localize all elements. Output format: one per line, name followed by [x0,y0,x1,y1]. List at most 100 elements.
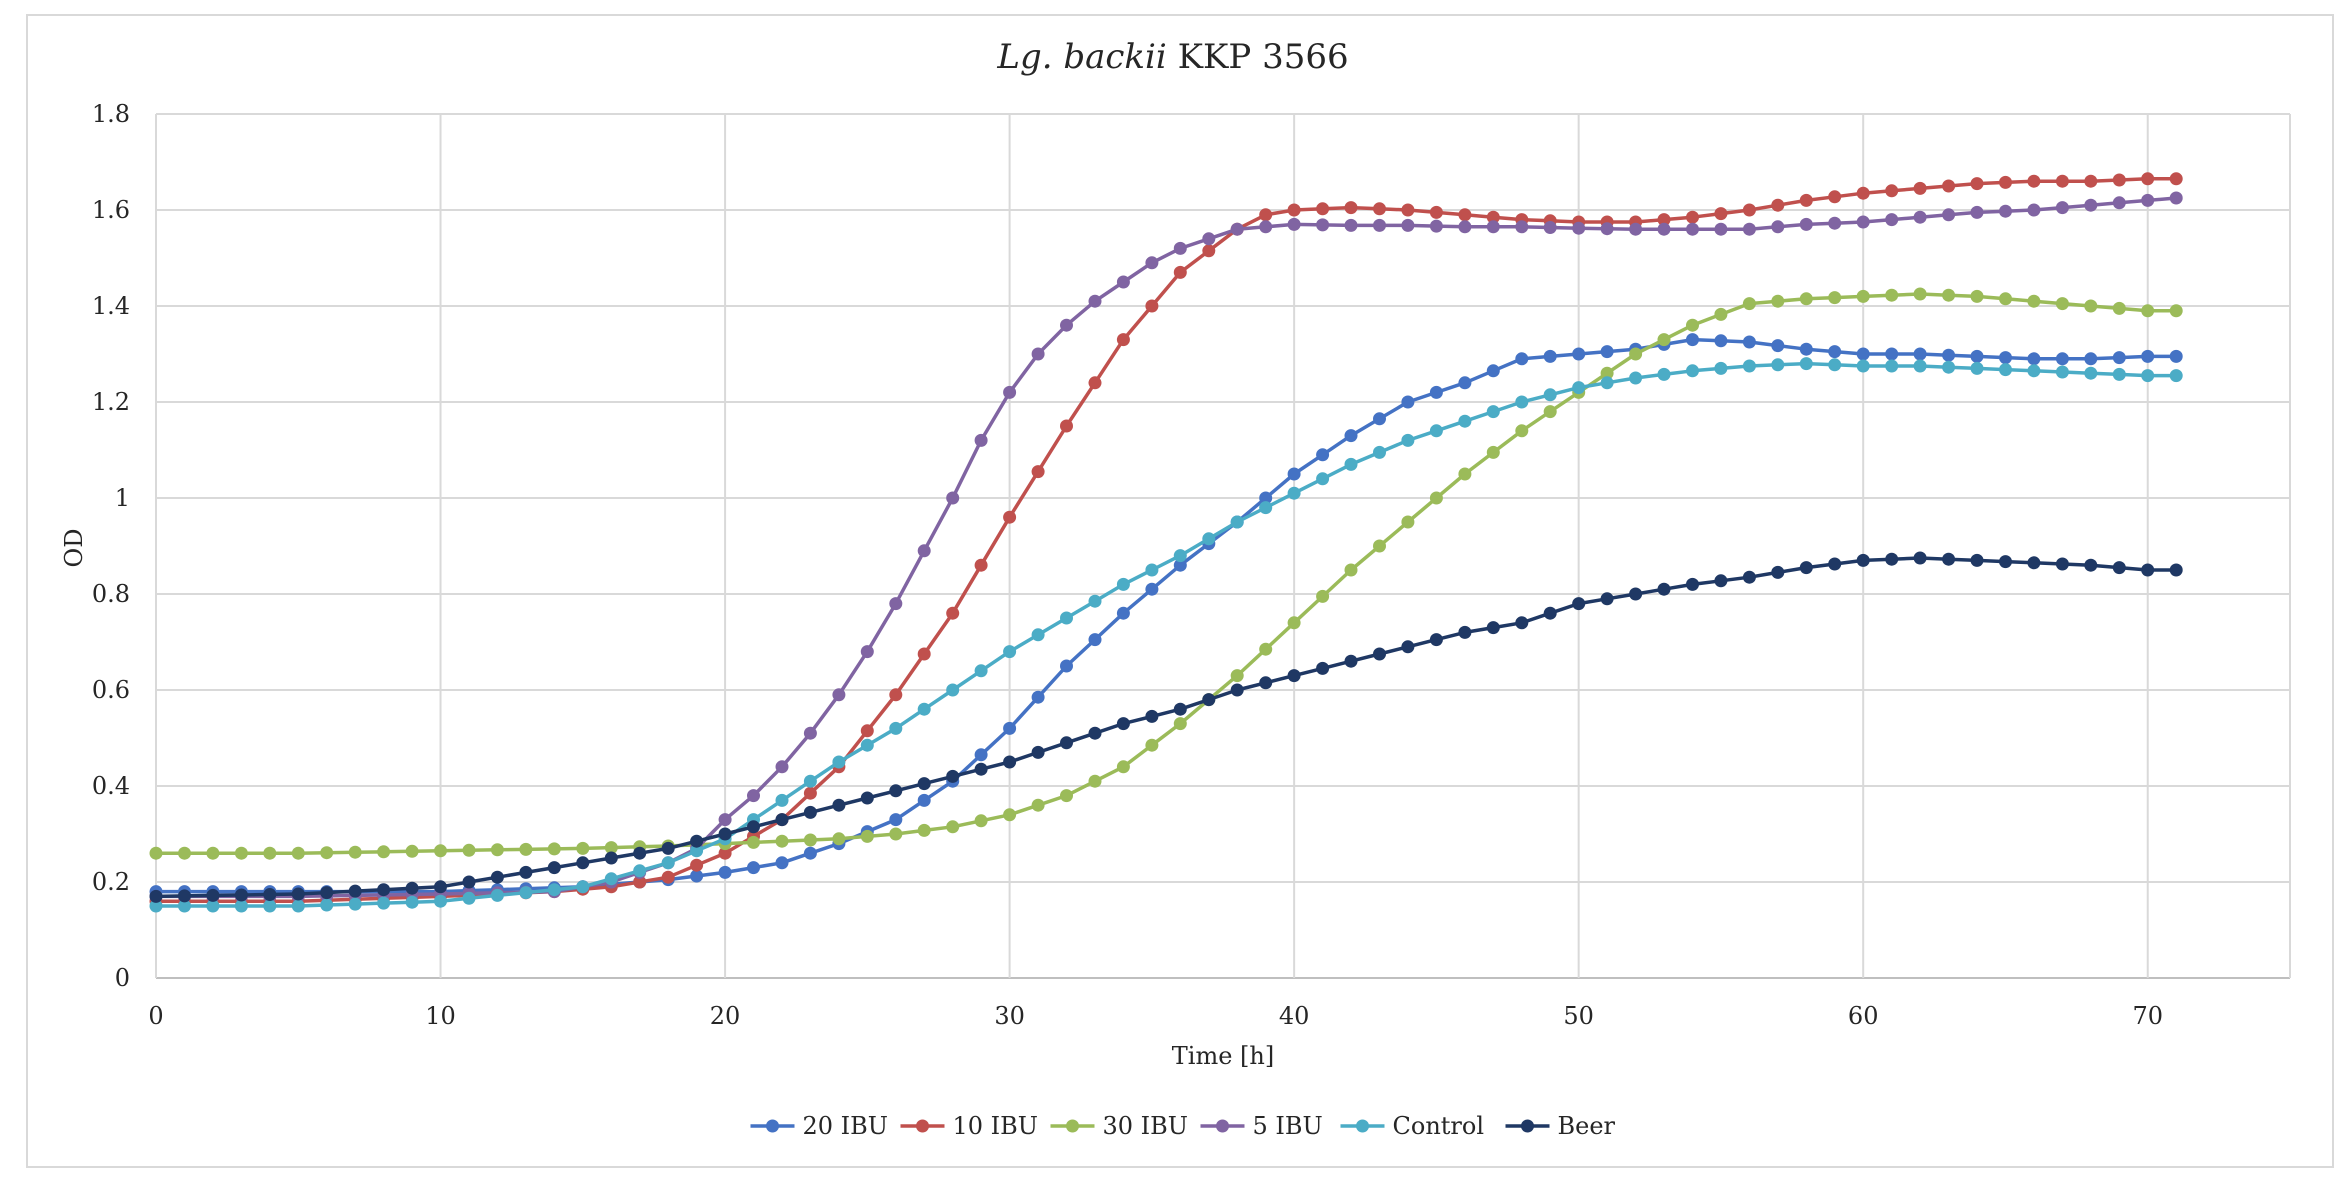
data-point [1714,334,1728,348]
data-point [860,645,874,659]
data-point [1316,218,1330,232]
data-point [2084,558,2098,572]
data-point [1230,683,1244,697]
data-point [690,869,704,883]
y-tick-label: 0.8 [92,580,130,608]
data-point [1913,210,1927,224]
data-point [1458,467,1472,481]
data-point [604,841,618,855]
data-point [1031,347,1045,361]
data-point [519,886,533,900]
data-point [1828,190,1842,204]
data-point [2055,557,2069,571]
data-point [1259,491,1273,505]
data-point [1942,179,1956,193]
data-point [1173,717,1187,731]
data-point [1287,616,1301,630]
data-point [1373,539,1386,553]
data-point [1999,175,2012,189]
data-point [1913,181,1927,195]
data-point [2112,367,2126,381]
data-point [1429,633,1443,647]
data-point [747,861,760,875]
data-point [490,870,504,884]
data-point [1031,745,1045,759]
data-point [1970,553,1984,567]
series-beer [149,551,2183,903]
data-point [1714,574,1728,588]
data-point [2112,173,2126,187]
data-point [803,774,817,788]
data-point [1060,611,1073,625]
data-point [434,894,447,908]
data-point [718,846,732,860]
data-point [2141,304,2155,318]
data-point [917,647,931,661]
data-point [490,888,504,902]
data-point [2084,174,2098,188]
data-point [1913,347,1927,361]
data-point [832,832,846,846]
data-point [2141,349,2155,363]
data-point [1230,515,1244,529]
data-point [1373,218,1386,232]
data-point [405,881,419,895]
data-point [1344,201,1358,215]
data-point [1401,218,1415,232]
data-point [291,899,305,913]
data-point [1088,294,1102,308]
data-point [2084,366,2098,380]
data-point [1173,549,1187,563]
data-point [1515,395,1529,409]
data-point [1515,220,1529,234]
data-point [1657,213,1671,227]
data-point [1429,205,1443,219]
data-point [2141,193,2155,207]
data-point [1060,419,1073,433]
data-point [547,861,561,875]
axes: 0 0.2 0.4 0.6 0.8 1 1.2 1.4 1.6 1.8 0 10 20 30 40 50 60 7… [92,100,2163,1030]
data-point [1031,628,1045,642]
data-point [633,864,647,878]
data-point [946,683,960,697]
data-point [1999,351,2012,365]
data-point [1515,352,1529,366]
data-point [1885,552,1899,566]
legend-marker [1521,1119,1534,1133]
legend-item-30-ibu: 30 IBU [1050,1112,1188,1140]
data-point [320,898,334,912]
data-point [206,888,220,902]
data-point [2112,561,2126,575]
data-point [2084,198,2098,212]
data-point [1003,385,1017,399]
data-point [1885,359,1899,373]
series-line [155,556,2177,899]
legend-label: Control [1393,1112,1485,1140]
data-point [1003,755,1017,769]
data-point [1003,645,1017,659]
data-point [889,721,903,735]
data-point [1145,709,1159,723]
data-point [1657,367,1671,381]
data-point [2055,297,2069,311]
data-point [1799,292,1813,306]
data-point [1116,577,1130,591]
data-point [1629,371,1643,385]
data-point [1543,388,1557,402]
data-point [1799,193,1813,207]
data-point [1003,808,1017,822]
series-line [156,337,2177,894]
data-point [1999,555,2012,569]
data-point [1742,297,1756,311]
data-point [747,835,760,849]
legend-marker [766,1119,779,1133]
data-point [1799,342,1813,356]
data-point [547,883,561,897]
data-point [1799,561,1813,575]
y-tick-label: 1 [115,484,130,512]
data-point [1088,633,1102,647]
legend-label: 5 IBU [1253,1112,1323,1140]
data-point [1856,347,1870,361]
series-line [156,292,2177,855]
y-tick-label: 1.4 [92,292,130,320]
